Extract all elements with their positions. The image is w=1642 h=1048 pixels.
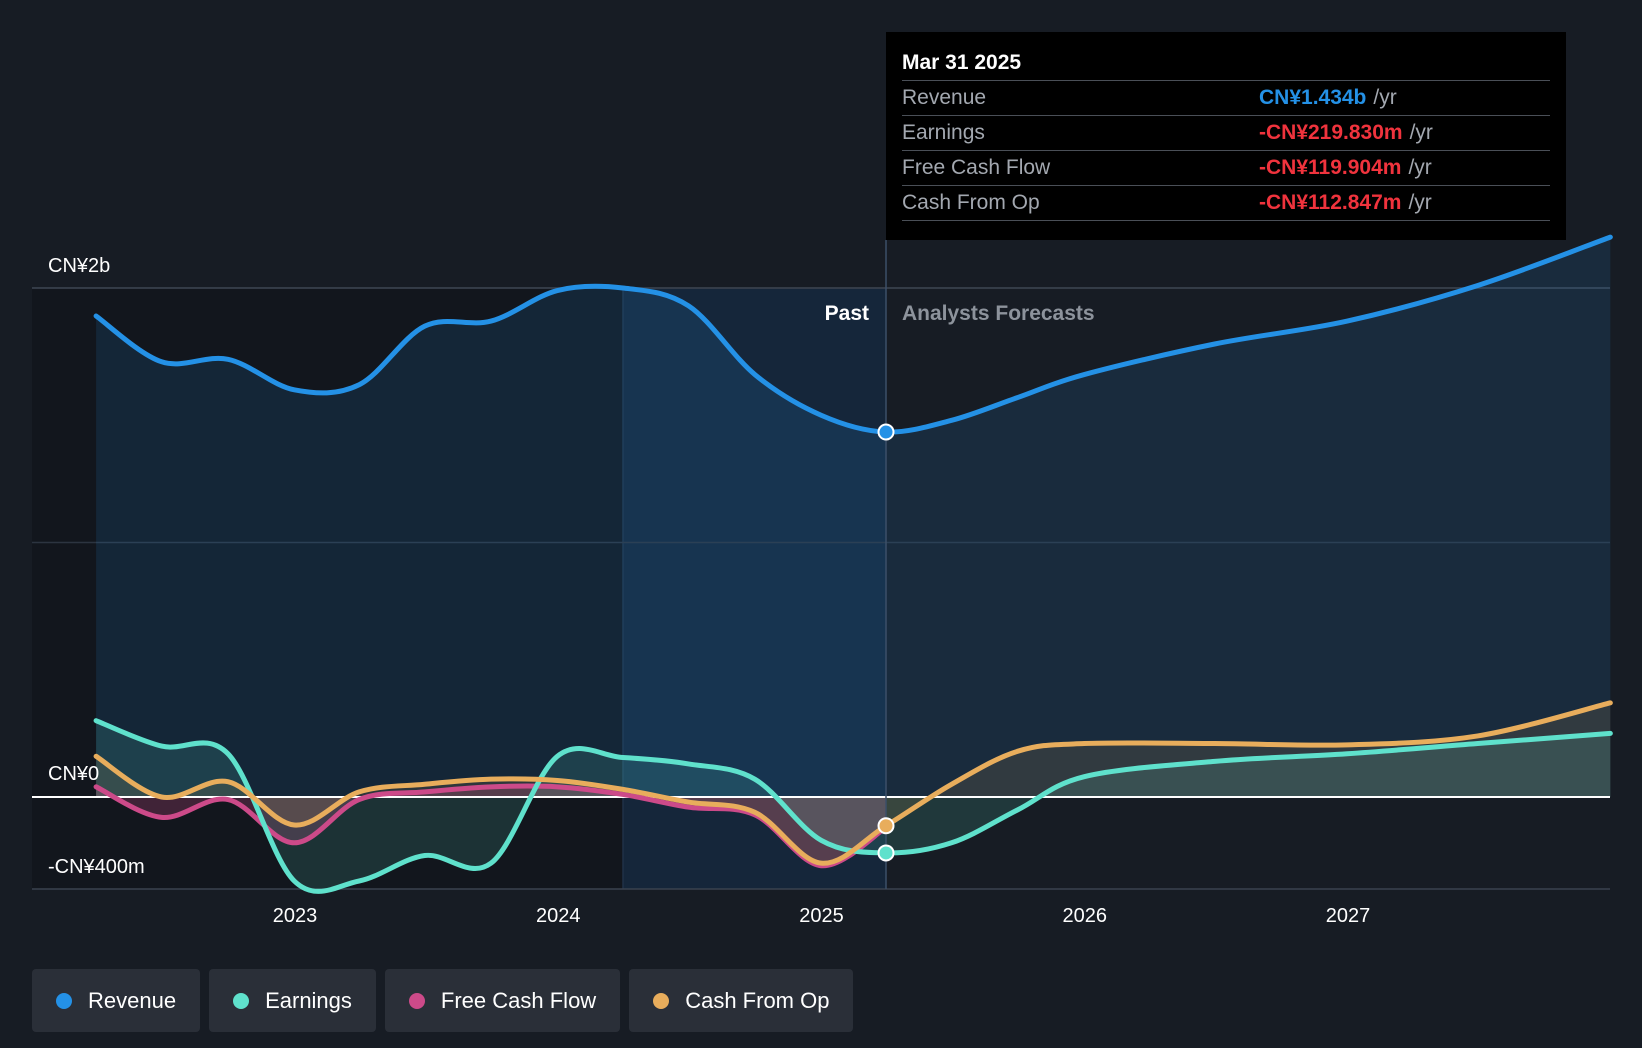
marker-cash-from-op bbox=[877, 817, 895, 835]
tooltip-label: Free Cash Flow bbox=[902, 156, 1051, 179]
series-line-earnings bbox=[93, 718, 1613, 894]
y-axis-label-zero: CN¥0 bbox=[48, 763, 99, 785]
past-highlight-band bbox=[623, 288, 887, 889]
series-area-cash-from-op bbox=[96, 702, 1611, 864]
legend: Revenue Earnings Free Cash Flow Cash Fro… bbox=[32, 969, 854, 1032]
tooltip-row-cash-from-op: Cash From Op -CN¥112.847m /yr bbox=[902, 185, 1550, 221]
tooltip-row-earnings: Earnings -CN¥219.830m /yr bbox=[902, 115, 1550, 150]
legend-dot-icon bbox=[408, 992, 425, 1009]
legend-dot-icon bbox=[56, 992, 72, 1009]
tooltip-panel: Mar 31 2025 Revenue CN¥1.434b /yr Earnin… bbox=[886, 32, 1566, 240]
tooltip-unit: /yr bbox=[1408, 191, 1432, 214]
chart-area: Past Analysts Forecasts CN¥2b CN¥0 -CN¥400m 2… bbox=[32, 234, 1613, 927]
x-tick-label: 2026 bbox=[1063, 905, 1108, 927]
tooltip-value: -CN¥112.847m bbox=[1259, 191, 1402, 214]
legend-label: Free Cash Flow bbox=[440, 987, 597, 1013]
tooltip-label: Cash From Op bbox=[902, 191, 1040, 214]
tooltip-value: -CN¥219.830m bbox=[1259, 121, 1403, 144]
tooltip-row-revenue: Revenue CN¥1.434b /yr bbox=[902, 80, 1550, 115]
revenue-area bbox=[96, 237, 1611, 798]
series-line-cash-from-op bbox=[93, 700, 1613, 866]
y-axis-label-top: CN¥2b bbox=[48, 255, 110, 277]
tooltip-value: -CN¥119.904m bbox=[1259, 156, 1402, 179]
x-tick-label: 2027 bbox=[1326, 905, 1371, 927]
legend-dot-icon bbox=[233, 992, 250, 1009]
series-line-revenue bbox=[93, 234, 1613, 435]
tooltip-label: Revenue bbox=[902, 86, 987, 109]
series-area-earnings bbox=[96, 720, 1611, 892]
legend-item-revenue[interactable]: Revenue bbox=[32, 969, 201, 1032]
marker-earnings bbox=[877, 844, 895, 862]
x-tick-label: 2023 bbox=[273, 905, 318, 927]
past-label: Past bbox=[825, 302, 869, 325]
tooltip-unit: /yr bbox=[1373, 86, 1397, 109]
legend-dot-icon bbox=[653, 992, 670, 1009]
x-tick-label: 2024 bbox=[536, 905, 581, 927]
legend-item-free-cash-flow[interactable]: Free Cash Flow bbox=[384, 969, 621, 1032]
legend-label: Cash From Op bbox=[685, 987, 830, 1013]
legend-label: Revenue bbox=[88, 987, 177, 1013]
legend-item-cash-from-op[interactable]: Cash From Op bbox=[629, 969, 854, 1032]
tooltip-date: Mar 31 2025 bbox=[902, 51, 1022, 74]
x-tick-label: 2025 bbox=[799, 905, 844, 927]
legend-label: Earnings bbox=[265, 987, 352, 1013]
legend-item-earnings[interactable]: Earnings bbox=[209, 969, 376, 1032]
tooltip-unit: /yr bbox=[1409, 121, 1433, 144]
forecast-label: Analysts Forecasts bbox=[902, 302, 1095, 325]
tooltip-value: CN¥1.434b bbox=[1259, 86, 1367, 109]
tooltip-row-free-cash-flow: Free Cash Flow -CN¥119.904m /yr bbox=[902, 150, 1550, 185]
y-axis-label-bottom: -CN¥400m bbox=[48, 856, 145, 878]
tooltip-unit: /yr bbox=[1408, 156, 1432, 179]
tooltip-label: Earnings bbox=[902, 121, 985, 144]
marker-revenue bbox=[877, 423, 895, 441]
